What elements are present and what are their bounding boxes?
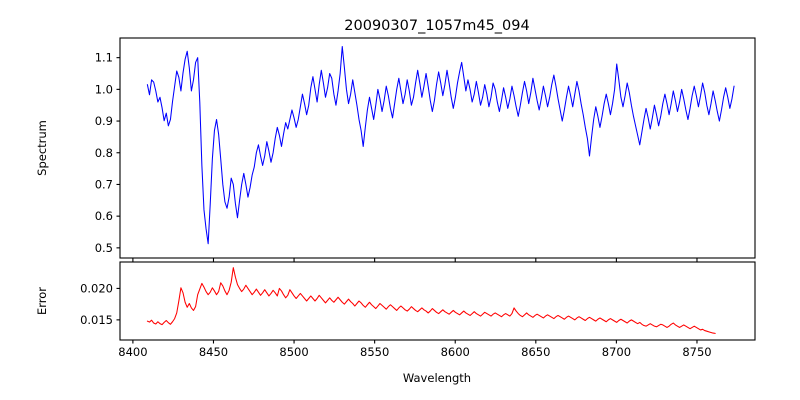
x-tick-label: 8700 (602, 345, 631, 359)
y-tick-label: 1.0 (95, 82, 113, 96)
y-tick-label: 1.1 (95, 51, 113, 65)
error-tick-group: 0.015 0.020 8400 8450 8500 8550 8600 8650 8700 87… (80, 281, 712, 359)
x-tick-label: 8650 (521, 345, 550, 359)
spectrum-tick-group: 0.5 0.6 0.7 0.8 0.9 1.0 1.1 (95, 51, 698, 262)
y-tick-label: 0.6 (95, 209, 113, 223)
error-panel: 0.015 0.020 8400 8450 8500 8550 8600 8650 8700 87… (35, 261, 756, 359)
x-tick-label: 8750 (682, 345, 711, 359)
y-tick-label: 0.7 (95, 177, 113, 191)
spectrum-data-line (146, 46, 735, 245)
error-axes-frame (119, 261, 756, 341)
page-title: 20090307_1057m45_094 (344, 18, 529, 34)
error-axis-label: Error (35, 287, 49, 315)
x-tick-label: 8500 (279, 345, 308, 359)
y-tick-label: 0.020 (80, 281, 113, 295)
y-tick-label: 0.8 (95, 146, 113, 160)
x-axis-label: Wavelength (403, 371, 471, 385)
spectrum-axes-frame (119, 37, 756, 259)
spectrum-axis-label: Spectrum (35, 120, 49, 176)
error-data-line (146, 267, 716, 334)
x-tick-label: 8400 (118, 345, 147, 359)
y-tick-label: 0.5 (95, 241, 113, 255)
spectrum-panel: 0.5 0.6 0.7 0.8 0.9 1.0 1.1 Spectrum (35, 37, 756, 262)
x-tick-label: 8600 (441, 345, 470, 359)
x-tick-label: 8450 (199, 345, 228, 359)
y-tick-label: 0.015 (80, 313, 113, 327)
y-tick-label: 0.9 (95, 114, 113, 128)
x-tick-label: 8550 (360, 345, 389, 359)
